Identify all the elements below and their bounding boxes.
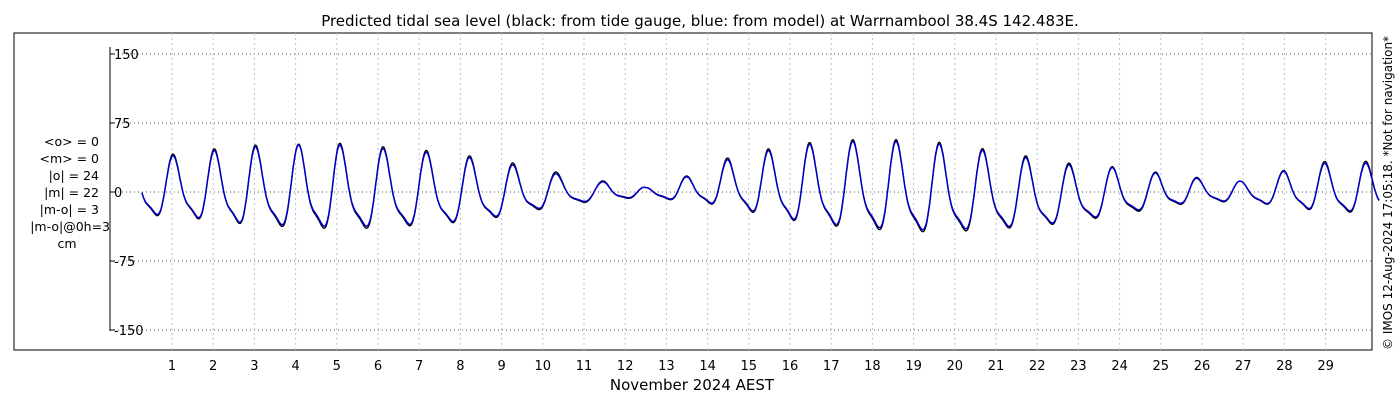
xtick-label-20: 21: [988, 359, 1005, 374]
xtick-label-2: 3: [250, 359, 258, 374]
y-axis-ticks: 150 75 0 -75 -150: [110, 48, 144, 339]
x-axis-ticks: 1 2 3 4 5 6 7 8 9 10 11 12 13 14 15 16 17 18 19 20 21 22 23 24 2…: [168, 359, 1334, 374]
stats-panel: <o> = 0 <m> = 0 |o| = 24 |m| = 22 |m-o| …: [30, 134, 110, 251]
xtick-label-15: 16: [782, 359, 799, 374]
xtick-label-28: 29: [1317, 359, 1334, 374]
credit-text: © IMOS 12-Aug-2024 17:05:18. *Not for na…: [1381, 36, 1395, 350]
xtick-label-18: 19: [905, 359, 922, 374]
xtick-label-4: 5: [333, 359, 341, 374]
stat-abs-obs: |o| = 24: [49, 168, 99, 183]
stat-mean-model: <m> = 0: [40, 151, 100, 166]
xtick-label-6: 7: [415, 359, 423, 374]
stat-abs-diff-0h: |m-o|@0h=3: [30, 219, 110, 234]
ytick-label-1: 75: [114, 117, 131, 132]
xtick-label-3: 4: [291, 359, 299, 374]
ytick-label-3: -75: [114, 255, 135, 270]
xtick-label-17: 18: [864, 359, 881, 374]
chart-title: Predicted tidal sea level (black: from t…: [321, 12, 1079, 30]
xtick-label-27: 28: [1276, 359, 1293, 374]
xtick-label-7: 8: [456, 359, 464, 374]
xtick-label-10: 11: [576, 359, 593, 374]
series-lines: [141, 139, 1380, 233]
xtick-label-21: 22: [1029, 359, 1046, 374]
xtick-label-16: 17: [823, 359, 840, 374]
series-line-model: [141, 140, 1380, 231]
xtick-label-13: 14: [699, 359, 716, 374]
xtick-label-23: 24: [1111, 359, 1128, 374]
plot-frame: [13, 32, 1373, 351]
stat-mean-obs: <o> = 0: [44, 134, 99, 149]
xtick-label-24: 25: [1153, 359, 1170, 374]
xtick-label-1: 2: [209, 359, 217, 374]
ytick-label-4: -150: [114, 324, 144, 339]
xtick-label-25: 26: [1194, 359, 1211, 374]
xtick-label-12: 13: [658, 359, 675, 374]
xtick-label-5: 6: [374, 359, 382, 374]
stat-abs-diff: |m-o| = 3: [40, 202, 99, 217]
xtick-label-14: 15: [741, 359, 758, 374]
stat-units: cm: [57, 236, 76, 251]
ytick-label-0: 150: [114, 48, 139, 63]
xtick-label-11: 12: [617, 359, 634, 374]
xtick-label-9: 10: [535, 359, 552, 374]
grid: [110, 33, 1372, 350]
xtick-label-8: 9: [497, 359, 505, 374]
xtick-label-22: 23: [1070, 359, 1087, 374]
xtick-label-0: 1: [168, 359, 176, 374]
xtick-label-26: 27: [1235, 359, 1252, 374]
ytick-label-2: 0: [114, 186, 122, 201]
stat-abs-model: |m| = 22: [44, 185, 99, 200]
xtick-label-19: 20: [947, 359, 964, 374]
x-axis-label: November 2024 AEST: [610, 376, 775, 394]
